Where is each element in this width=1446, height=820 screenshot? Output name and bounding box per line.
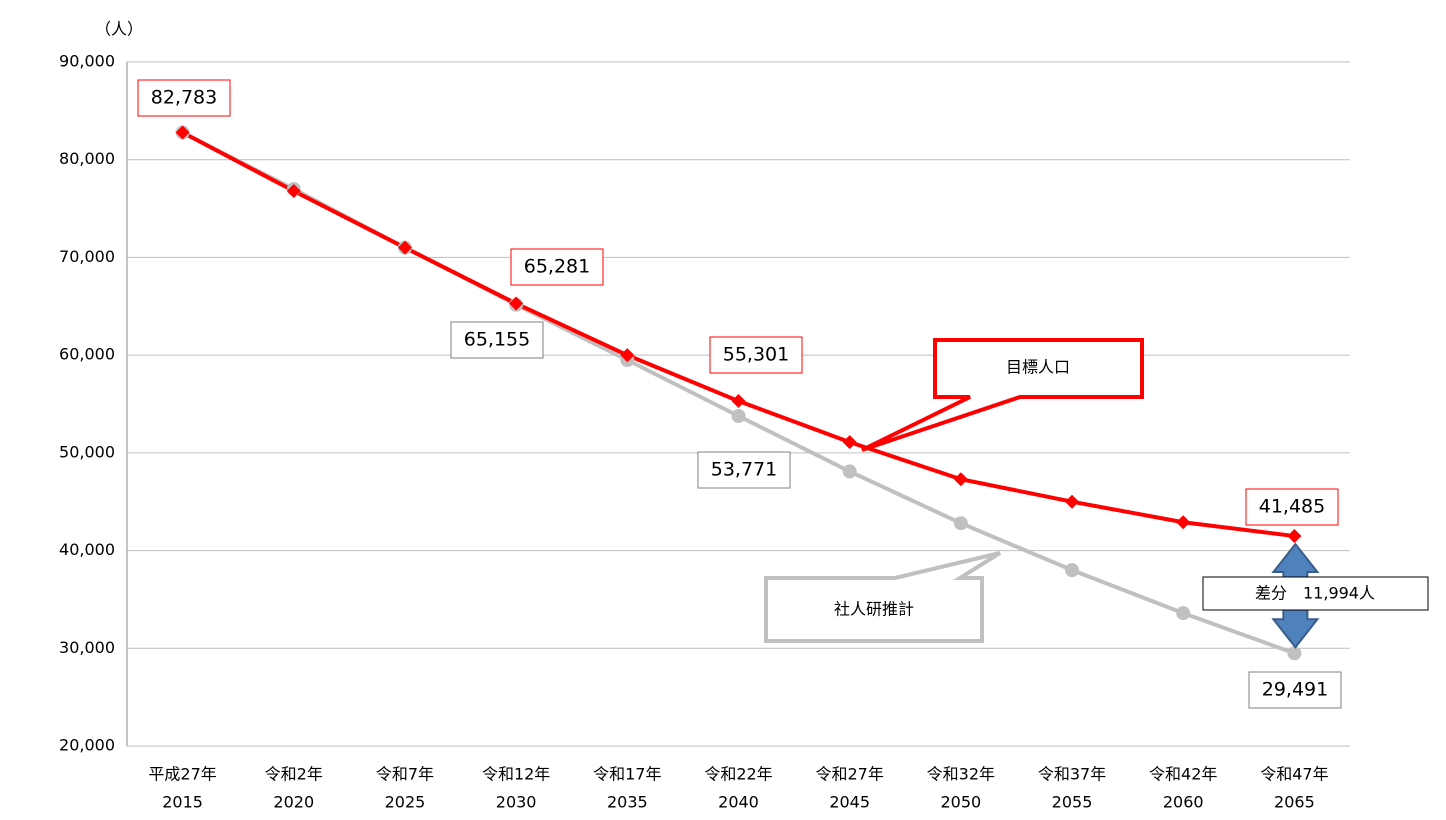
point — [397, 240, 412, 255]
point — [953, 516, 968, 531]
value-label-box — [1248, 671, 1342, 709]
y-tick-label: 20,000 — [59, 736, 115, 755]
point — [509, 296, 524, 311]
point — [842, 464, 857, 479]
callout-projection-label: 社人研推計 — [834, 600, 914, 619]
x-tick-label: 2055 — [1052, 793, 1093, 812]
x-tick-label: 2050 — [941, 793, 982, 812]
x-tick-label: 令和12年 — [482, 765, 550, 784]
callout-target-label: 目標人口 — [1006, 358, 1070, 377]
difference-box — [1202, 576, 1429, 611]
x-tick-label: 2015 — [162, 793, 203, 812]
value-label-box — [450, 321, 544, 359]
point — [1287, 529, 1302, 544]
x-tick-label: 平成27年 — [148, 765, 216, 784]
y-tick-label: 40,000 — [59, 540, 115, 559]
x-tick-label: 2040 — [718, 793, 759, 812]
y-tick-label: 70,000 — [59, 247, 115, 266]
value-label: 53,771 — [711, 459, 777, 481]
point — [731, 409, 746, 424]
x-tick-label: 令和2年 — [265, 765, 323, 784]
x-tick-label: 2060 — [1163, 793, 1204, 812]
y-tick-label: 50,000 — [59, 442, 115, 461]
x-tick-label: 令和7年 — [376, 765, 434, 784]
point — [953, 472, 968, 487]
value-label: 82,783 — [151, 87, 217, 109]
x-tick-label: 令和47年 — [1260, 765, 1328, 784]
value-label-box — [1245, 488, 1339, 526]
y-tick-label: 90,000 — [59, 52, 115, 71]
value-label-box — [510, 248, 604, 286]
value-label: 65,281 — [524, 256, 590, 278]
point — [1065, 494, 1080, 509]
difference-label: 差分 11,994人 — [1255, 584, 1375, 603]
point — [1065, 563, 1080, 578]
point — [1176, 606, 1191, 621]
point — [286, 183, 301, 198]
point — [175, 125, 190, 140]
point — [842, 435, 857, 450]
x-tick-label: 令和17年 — [593, 765, 661, 784]
value-label-box — [709, 336, 803, 374]
point — [731, 394, 746, 409]
callout-target — [861, 338, 1144, 452]
point — [1176, 515, 1191, 530]
y-unit-label: （人） — [95, 20, 143, 39]
point — [1287, 646, 1302, 661]
x-tick-label: 令和27年 — [815, 765, 883, 784]
value-label-box — [697, 451, 791, 489]
value-label: 55,301 — [723, 344, 789, 366]
x-tick-label: 令和32年 — [927, 765, 995, 784]
value-label: 29,491 — [1262, 679, 1328, 701]
x-tick-label: 令和22年 — [704, 765, 772, 784]
y-tick-label: 60,000 — [59, 345, 115, 364]
y-tick-label: 30,000 — [59, 638, 115, 657]
y-tick-label: 80,000 — [59, 149, 115, 168]
value-label-box — [137, 79, 231, 117]
value-label: 65,155 — [464, 329, 530, 351]
x-tick-label: 2030 — [496, 793, 537, 812]
callout-projection — [764, 551, 1002, 643]
x-tick-label: 令和37年 — [1038, 765, 1106, 784]
x-tick-label: 2045 — [829, 793, 870, 812]
x-tick-label: 2020 — [273, 793, 314, 812]
x-tick-label: 2065 — [1274, 793, 1315, 812]
x-tick-label: 2035 — [607, 793, 648, 812]
x-tick-label: 2025 — [385, 793, 426, 812]
value-label: 41,485 — [1259, 496, 1325, 518]
point — [620, 348, 635, 363]
x-tick-label: 令和42年 — [1149, 765, 1217, 784]
